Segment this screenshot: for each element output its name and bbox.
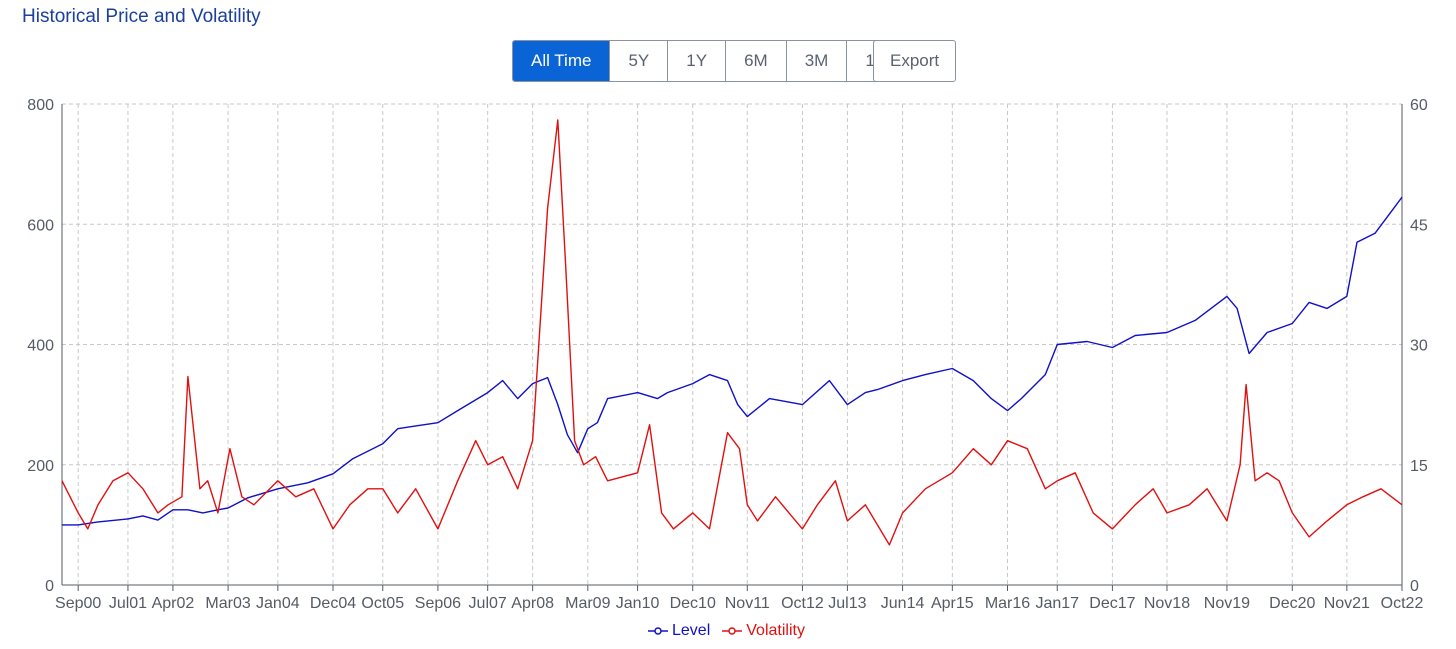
x-tick-label: Nov21	[1324, 595, 1370, 612]
legend-level-label: Level	[672, 622, 711, 639]
legend-item-level[interactable]: Level	[648, 622, 710, 640]
x-tick-label: Apr02	[152, 595, 195, 612]
x-tick-label: Jan04	[256, 595, 300, 612]
x-tick-label: Jul13	[828, 595, 866, 612]
x-tick-label: Dec17	[1089, 595, 1135, 612]
y-right-tick-label: 0	[1410, 578, 1419, 595]
chart-legend: Level Volatility	[648, 622, 805, 640]
x-tick-label: Dec04	[310, 595, 356, 612]
x-tick-label: Oct05	[361, 595, 404, 612]
x-tick-label: Jan10	[616, 595, 660, 612]
x-tick-label: Jun14	[881, 595, 925, 612]
x-tick-label: Jul01	[109, 595, 147, 612]
x-tick-label: Dec20	[1269, 595, 1315, 612]
legend-level-marker-icon	[648, 627, 668, 635]
y-right-tick-label: 45	[1410, 217, 1428, 234]
series-line-volatility	[61, 119, 1403, 546]
y-left-tick-label: 200	[27, 458, 54, 475]
x-tick-label: Apr08	[511, 595, 554, 612]
y-left-tick-label: 800	[27, 97, 54, 114]
x-tick-label: Jul07	[469, 595, 507, 612]
y-right-tick-label: 60	[1410, 97, 1428, 114]
x-tick-label: Nov18	[1144, 595, 1190, 612]
x-tick-label: Mar09	[565, 595, 610, 612]
y-left-tick-label: 0	[45, 578, 54, 595]
x-tick-label: Oct12	[781, 595, 824, 612]
legend-volatility-label: Volatility	[746, 622, 805, 639]
legend-volatility-marker-icon	[722, 627, 743, 635]
x-tick-label: Jan17	[1035, 595, 1079, 612]
y-left-tick-label: 400	[27, 338, 54, 355]
x-tick-label: Dec10	[670, 595, 716, 612]
range-1y-button[interactable]: 1Y	[668, 41, 727, 81]
y-right-tick-label: 15	[1410, 458, 1428, 475]
y-left-tick-label: 600	[27, 217, 54, 234]
x-tick-label: Mar03	[205, 595, 250, 612]
x-tick-label: Oct22	[1381, 595, 1424, 612]
range-6m-button[interactable]: 6M	[726, 41, 787, 81]
range-5y-button[interactable]: 5Y	[610, 41, 669, 81]
x-tick-label: Sep06	[415, 595, 461, 612]
x-tick-label: Apr15	[931, 595, 974, 612]
y-right-tick-label: 30	[1410, 338, 1428, 355]
range-3m-button[interactable]: 3M	[786, 41, 848, 81]
x-tick-label: Nov11	[725, 595, 770, 612]
chart-title: Historical Price and Volatility	[22, 6, 261, 27]
x-tick-label: Mar16	[985, 595, 1030, 612]
chart-canvas: 0 200 400 600 800 0 15 30 45 60 Sep00 Jul01 Apr02 Mar…	[27, 97, 1428, 612]
series-line-level	[62, 196, 1403, 526]
x-tick-label: Nov19	[1204, 595, 1250, 612]
x-tick-label: Sep00	[55, 595, 101, 612]
export-button[interactable]: Export	[873, 40, 957, 82]
range-all-time-button[interactable]: All Time	[513, 41, 611, 81]
legend-item-volatility[interactable]: Volatility	[722, 622, 805, 640]
